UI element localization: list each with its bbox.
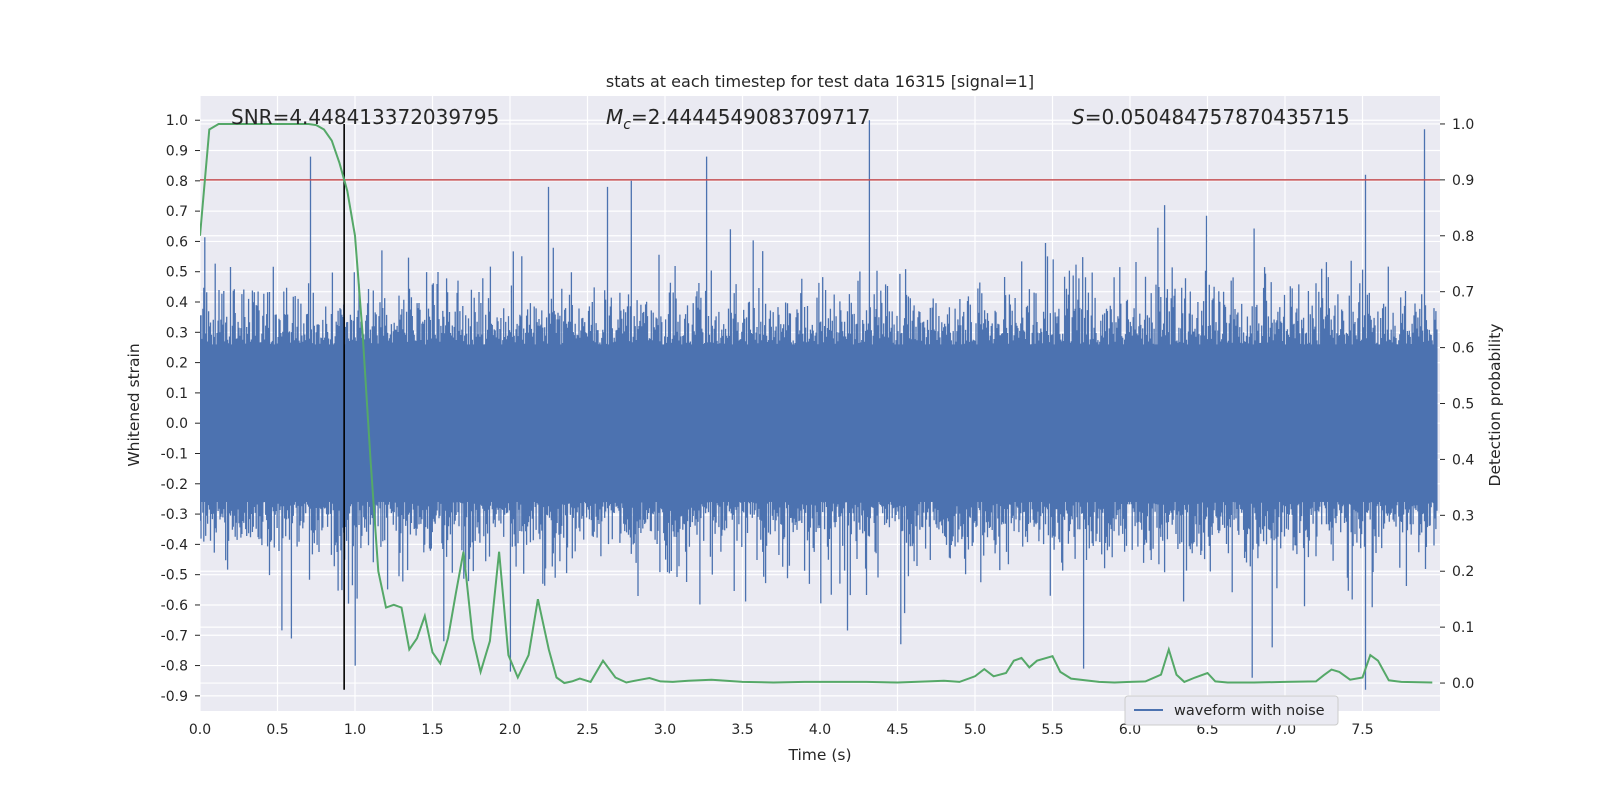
y2-tick-label: 0.0	[1452, 676, 1474, 692]
y-axis-label: Whitened strain	[125, 343, 143, 466]
y-tick-label: -0.3	[161, 507, 188, 523]
x-tick-label: 4.5	[886, 722, 908, 738]
y2-tick-label: 0.9	[1452, 173, 1474, 189]
x-tick-label: 6.0	[1119, 722, 1141, 738]
chirp-mass-subscript: c	[623, 117, 631, 133]
x-tick-label: 5.0	[964, 722, 986, 738]
legend-box	[1124, 695, 1339, 726]
y-tick-label: 0.2	[166, 356, 188, 372]
y2-tick-label: 0.1	[1452, 620, 1474, 636]
y2-tick-label: 0.4	[1452, 452, 1474, 468]
x-tick-label: 2.5	[576, 722, 598, 738]
y2-tick-label: 0.7	[1452, 285, 1474, 301]
y-tick-label: 0.3	[166, 325, 188, 341]
legend: waveform with noise	[1124, 695, 1339, 726]
x-tick-label: 3.5	[731, 722, 753, 738]
y-tick-label: 0.5	[166, 265, 188, 281]
y2-tick-label: 1.0	[1452, 117, 1474, 133]
snr-value: =4.448413372039795	[273, 105, 500, 129]
y-tick-label: -0.5	[161, 568, 188, 584]
y-tick-label: -0.8	[161, 659, 188, 675]
y-tick-label: -0.4	[161, 537, 188, 553]
y2-tick-label: 0.2	[1452, 564, 1474, 580]
y2-tick-labels: 0.0 0.1 0.2 0.3 0.4 0.5 0.6 0.7 0.8 0.9 1.0	[1440, 117, 1474, 692]
y-tick-label: 1.0	[166, 113, 188, 129]
s-value: =0.050484757870435715	[1085, 105, 1350, 129]
y-tick-label: -0.7	[161, 628, 188, 644]
chirp-mass-value: =2.4444549083709717	[631, 105, 870, 129]
y-tick-label: -0.6	[161, 598, 188, 614]
y-tick-label: -0.2	[161, 477, 188, 493]
x-tick-labels: 0.0 0.5 1.0 1.5 2.0 2.5 3.0 3.5 4.0 4.5 5.0 5.5 6.0 6…	[189, 722, 1374, 738]
y-tick-labels: -0.9 -0.8 -0.7 -0.6 -0.5 -0.4 -0.3 -0.2 -0.1 0.0 0…	[161, 113, 200, 705]
y2-tick-label: 0.8	[1452, 229, 1474, 245]
y2-tick-label: 0.5	[1452, 397, 1474, 413]
y-tick-label: 0.1	[166, 386, 188, 402]
x-axis-label: Time (s)	[787, 746, 851, 764]
x-tick-label: 4.0	[809, 722, 831, 738]
legend-label-waveform: waveform with noise	[1174, 703, 1325, 719]
x-tick-label: 7.5	[1351, 722, 1373, 738]
y-tick-label: 0.9	[166, 144, 188, 160]
chirp-mass-symbol: M	[606, 105, 623, 129]
y-tick-label: 0.7	[166, 204, 188, 220]
y-tick-label: -0.1	[161, 446, 188, 462]
x-tick-label: 0.0	[189, 722, 211, 738]
s-annotation: S=0.050484757870435715	[1072, 105, 1350, 129]
chart-title: stats at each timestep for test data 163…	[606, 72, 1034, 91]
y-tick-label: 0.6	[166, 234, 188, 250]
y2-axis-label: Detection probability	[1486, 324, 1504, 487]
s-symbol: S	[1072, 105, 1085, 129]
x-tick-label: 7.0	[1274, 722, 1296, 738]
y2-tick-label: 0.3	[1452, 508, 1474, 524]
y-tick-label: -0.9	[161, 689, 188, 705]
y-tick-label: 0.8	[166, 174, 188, 190]
y-tick-label: 0.4	[166, 295, 188, 311]
y2-tick-label: 0.6	[1452, 341, 1474, 357]
x-tick-label: 2.0	[499, 722, 521, 738]
y-tick-label: 0.0	[166, 416, 188, 432]
waveform-core	[200, 344, 1437, 502]
x-tick-label: 5.5	[1041, 722, 1063, 738]
x-tick-label: 6.5	[1196, 722, 1218, 738]
chirp-mass-annotation: Mc=2.4444549083709717	[606, 105, 870, 133]
detection-probability-line	[200, 123, 1433, 685]
snr-label: SNR	[231, 105, 273, 129]
x-tick-label: 1.5	[421, 722, 443, 738]
snr-annotation: SNR=4.448413372039795	[231, 105, 499, 129]
x-tick-label: 3.0	[654, 722, 676, 738]
x-tick-label: 0.5	[266, 722, 288, 738]
waveform-series	[200, 120, 1438, 690]
x-tick-label: 1.0	[344, 722, 366, 738]
